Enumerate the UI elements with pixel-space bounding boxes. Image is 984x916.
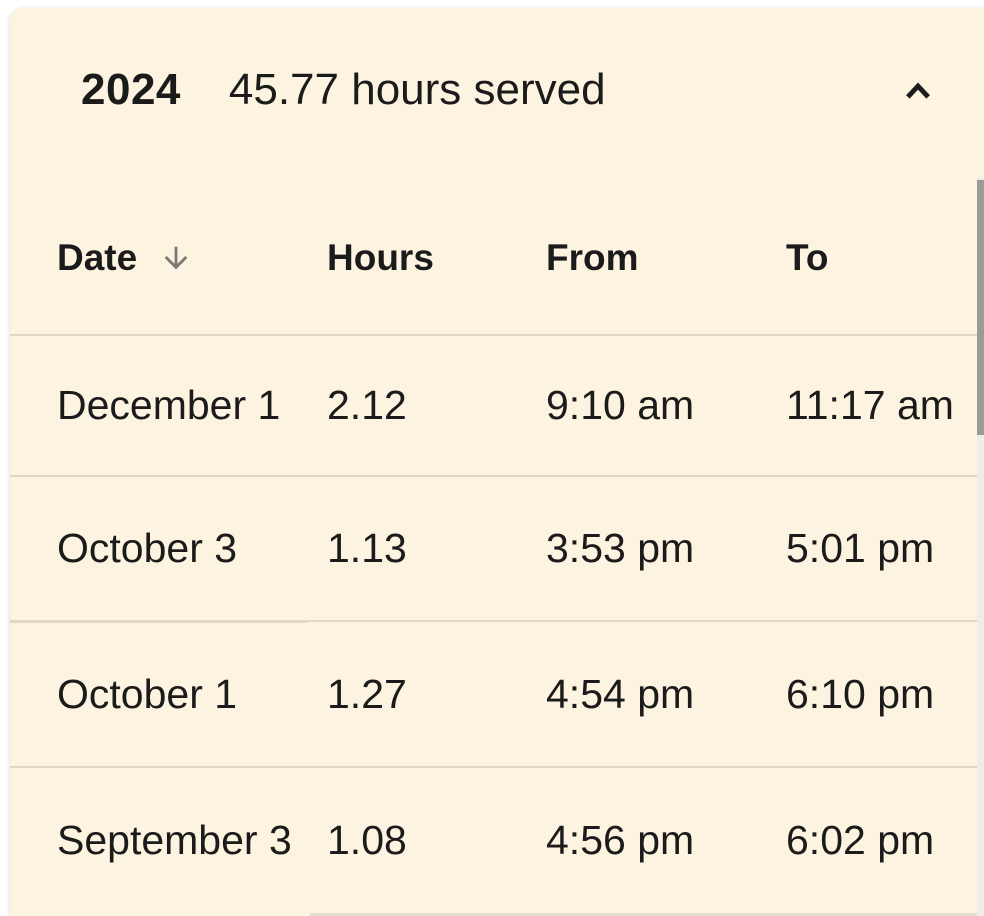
table-scrollbar[interactable] (977, 178, 984, 916)
cell-to: 5:01 pm (786, 525, 935, 571)
cell-date: October 1 (57, 670, 238, 717)
table-row[interactable]: October 1 1.27 4:54 pm 6:10 pm (10, 622, 984, 768)
table-row[interactable]: September 3 1.08 4:56 pm 6:02 pm (10, 768, 984, 913)
next-row-divider (310, 913, 984, 916)
cell-date: September 3 (57, 817, 292, 863)
hours-served-summary: 45.77 hours served (228, 65, 606, 114)
column-header-date-label: Date (57, 237, 138, 278)
table-body: December 1 2.12 9:10 am 11:17 am October 3 1.… (10, 336, 984, 913)
table-header-row: Date Hours From To (10, 172, 984, 336)
year-panel: 2024 45.77 hours served Date Hours From (10, 8, 984, 916)
table-row[interactable]: December 1 2.12 9:10 am 11:17 am (10, 336, 984, 477)
column-header-date[interactable]: Date (57, 237, 327, 279)
cell-from: 3:53 pm (546, 525, 695, 571)
hours-table: Date Hours From To December 1 2.12 9:10 am… (10, 172, 984, 916)
year-panel-header[interactable]: 2024 45.77 hours served (10, 8, 984, 172)
cell-to: 6:02 pm (786, 817, 935, 863)
cell-from: 9:10 am (546, 382, 695, 428)
scrollbar-thumb[interactable] (977, 180, 984, 435)
column-header-from-label: From (546, 237, 639, 278)
cell-date: December 1 (57, 382, 281, 428)
cell-date: October 3 (57, 525, 238, 571)
column-header-hours-label: Hours (327, 237, 434, 278)
cell-to: 6:10 pm (786, 670, 935, 717)
table-row[interactable]: October 3 1.13 3:53 pm 5:01 pm (10, 477, 984, 623)
column-header-to[interactable]: To (786, 237, 984, 279)
chevron-up-icon[interactable] (896, 70, 940, 114)
cell-from: 4:54 pm (546, 670, 695, 717)
cell-hours: 2.12 (327, 382, 407, 428)
year-label: 2024 (81, 65, 181, 114)
arrow-down-icon (159, 241, 193, 275)
cell-from: 4:56 pm (546, 817, 695, 863)
column-header-hours[interactable]: Hours (327, 237, 546, 279)
cell-hours: 1.13 (327, 525, 407, 571)
cell-hours: 1.27 (327, 670, 407, 717)
column-header-from[interactable]: From (546, 237, 786, 279)
cell-to: 11:17 am (786, 382, 954, 428)
column-header-to-label: To (786, 237, 829, 278)
cell-hours: 1.08 (327, 817, 407, 863)
